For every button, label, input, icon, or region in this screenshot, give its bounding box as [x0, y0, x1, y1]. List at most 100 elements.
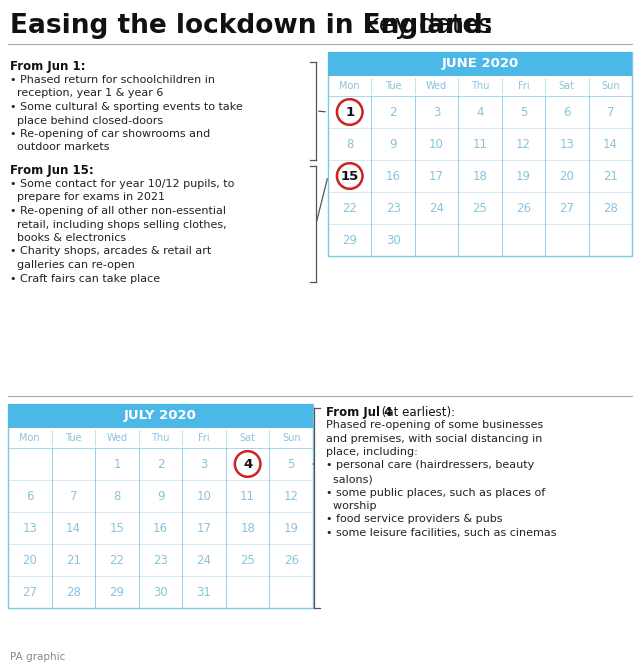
Text: 17: 17 — [196, 522, 212, 534]
Text: • Some contact for year 10/12 pupils, to: • Some contact for year 10/12 pupils, to — [10, 179, 234, 189]
Text: PA graphic: PA graphic — [10, 652, 65, 662]
Text: Sat: Sat — [239, 433, 255, 443]
Text: 3: 3 — [200, 457, 208, 471]
Text: • some public places, such as places of: • some public places, such as places of — [326, 487, 545, 497]
Text: • personal care (hairdressers, beauty: • personal care (hairdressers, beauty — [326, 461, 534, 471]
Bar — [8, 404, 313, 428]
Text: Easing the lockdown in England:: Easing the lockdown in England: — [10, 13, 493, 39]
Text: 5: 5 — [520, 105, 527, 119]
Text: Thu: Thu — [471, 81, 489, 91]
Text: 8: 8 — [113, 489, 120, 503]
Text: 19: 19 — [516, 170, 531, 182]
Text: 8: 8 — [346, 137, 353, 151]
Text: worship: worship — [326, 501, 376, 511]
Text: 27: 27 — [559, 202, 574, 215]
Text: 28: 28 — [66, 585, 81, 599]
Text: 22: 22 — [109, 554, 124, 566]
Text: 24: 24 — [196, 554, 212, 566]
Text: prepare for exams in 2021: prepare for exams in 2021 — [10, 192, 165, 202]
Text: 12: 12 — [516, 137, 531, 151]
Text: 16: 16 — [386, 170, 401, 182]
Text: Fri: Fri — [518, 81, 529, 91]
Text: 30: 30 — [153, 585, 168, 599]
Text: Sun: Sun — [601, 81, 620, 91]
Text: Sat: Sat — [559, 81, 575, 91]
Text: 23: 23 — [386, 202, 401, 215]
Bar — [328, 52, 632, 76]
Text: Tue: Tue — [65, 433, 82, 443]
Bar — [8, 404, 313, 608]
Text: 21: 21 — [603, 170, 618, 182]
Text: • food service providers & pubs: • food service providers & pubs — [326, 514, 502, 524]
Text: place, including:: place, including: — [326, 447, 418, 457]
Text: 10: 10 — [196, 489, 211, 503]
Text: • Charity shops, arcades & retail art: • Charity shops, arcades & retail art — [10, 247, 211, 257]
Text: Thu: Thu — [151, 433, 170, 443]
Text: Mon: Mon — [19, 433, 40, 443]
Text: • Craft fairs can take place: • Craft fairs can take place — [10, 274, 160, 284]
Text: Tue: Tue — [385, 81, 401, 91]
Text: 4: 4 — [476, 105, 484, 119]
Text: • Re-opening of all other non-essential: • Re-opening of all other non-essential — [10, 206, 226, 216]
Text: 27: 27 — [22, 585, 37, 599]
Text: 17: 17 — [429, 170, 444, 182]
Bar — [328, 52, 632, 256]
Text: • some leisure facilities, such as cinemas: • some leisure facilities, such as cinem… — [326, 528, 557, 538]
Text: 6: 6 — [563, 105, 571, 119]
Text: 9: 9 — [389, 137, 397, 151]
Text: 2: 2 — [389, 105, 397, 119]
Text: Fri: Fri — [198, 433, 210, 443]
Text: 19: 19 — [284, 522, 299, 534]
Text: 18: 18 — [240, 522, 255, 534]
Text: 22: 22 — [342, 202, 357, 215]
Text: 24: 24 — [429, 202, 444, 215]
Text: 14: 14 — [603, 137, 618, 151]
Text: 15: 15 — [109, 522, 124, 534]
Text: 23: 23 — [153, 554, 168, 566]
Text: From Jul 4: From Jul 4 — [326, 406, 392, 419]
Text: 15: 15 — [340, 170, 359, 182]
Text: (at earliest):: (at earliest): — [378, 406, 455, 419]
Text: 13: 13 — [559, 137, 574, 151]
Text: 29: 29 — [342, 233, 357, 247]
Text: 31: 31 — [196, 585, 211, 599]
Text: 9: 9 — [157, 489, 164, 503]
Text: 11: 11 — [240, 489, 255, 503]
Text: 3: 3 — [433, 105, 440, 119]
Text: key dates: key dates — [356, 13, 493, 39]
Text: 25: 25 — [472, 202, 488, 215]
Text: From Jun 15:: From Jun 15: — [10, 164, 93, 177]
Text: and premises, with social distancing in: and premises, with social distancing in — [326, 434, 542, 444]
Text: outdoor markets: outdoor markets — [10, 143, 109, 152]
Text: 5: 5 — [287, 457, 295, 471]
Text: 4: 4 — [243, 457, 252, 471]
Text: 10: 10 — [429, 137, 444, 151]
Text: 7: 7 — [70, 489, 77, 503]
Text: 28: 28 — [603, 202, 618, 215]
Text: salons): salons) — [326, 474, 372, 484]
Text: 26: 26 — [516, 202, 531, 215]
Text: • Re-opening of car showrooms and: • Re-opening of car showrooms and — [10, 129, 211, 139]
Text: • Some cultural & sporting events to take: • Some cultural & sporting events to tak… — [10, 102, 243, 112]
Text: 20: 20 — [559, 170, 574, 182]
Text: JULY 2020: JULY 2020 — [124, 410, 197, 422]
Text: Wed: Wed — [426, 81, 447, 91]
Text: 21: 21 — [66, 554, 81, 566]
Text: 13: 13 — [22, 522, 37, 534]
Text: 2: 2 — [157, 457, 164, 471]
Text: 26: 26 — [284, 554, 299, 566]
Text: 1: 1 — [345, 105, 355, 119]
Text: 16: 16 — [153, 522, 168, 534]
Text: Mon: Mon — [339, 81, 360, 91]
Text: 14: 14 — [66, 522, 81, 534]
Text: 30: 30 — [386, 233, 401, 247]
Text: From Jun 1:: From Jun 1: — [10, 60, 86, 73]
Text: Wed: Wed — [106, 433, 127, 443]
Text: place behind closed-doors: place behind closed-doors — [10, 115, 163, 125]
Text: galleries can re-open: galleries can re-open — [10, 260, 135, 270]
Text: 1: 1 — [113, 457, 121, 471]
Text: 29: 29 — [109, 585, 124, 599]
Text: • Phased return for schoolchildren in: • Phased return for schoolchildren in — [10, 75, 215, 85]
Text: 7: 7 — [607, 105, 614, 119]
Text: 12: 12 — [284, 489, 299, 503]
